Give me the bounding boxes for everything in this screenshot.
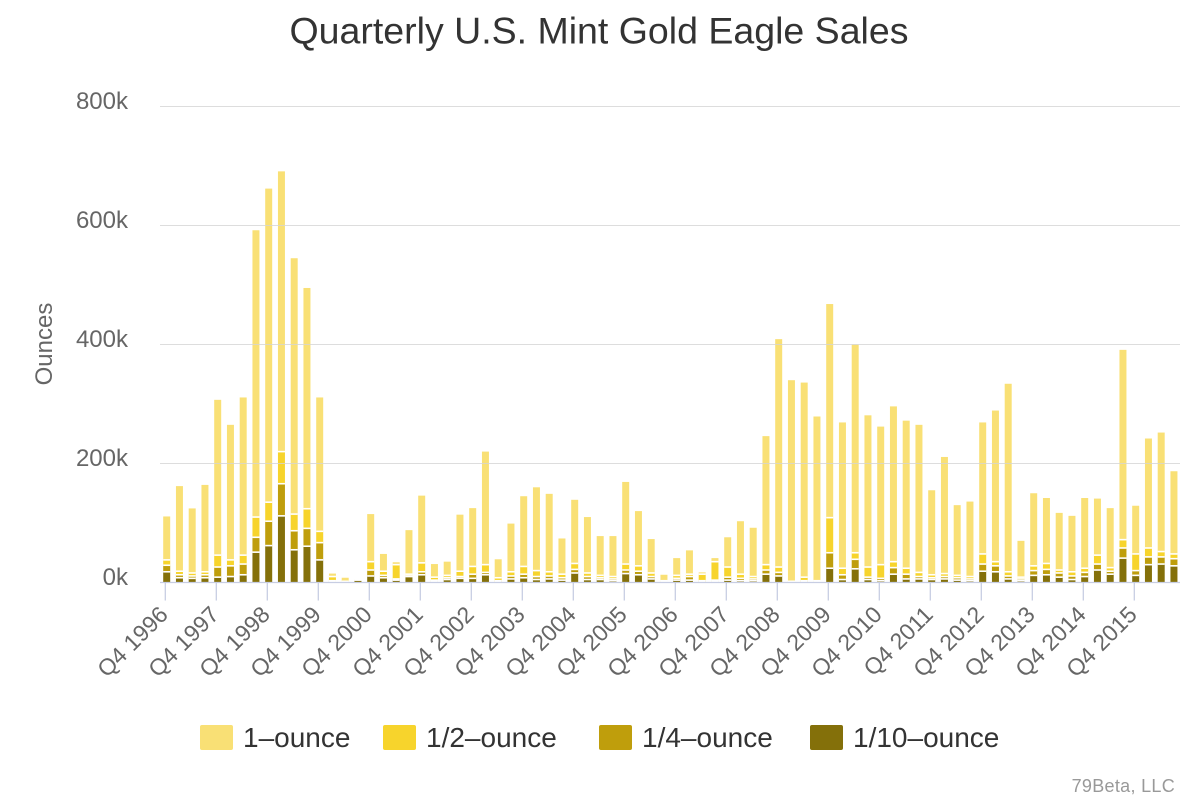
svg-text:200k: 200k (76, 445, 129, 472)
svg-text:Ounces: Ounces (31, 303, 58, 386)
svg-text:1/2–ounce: 1/2–ounce (426, 722, 557, 753)
svg-text:800k: 800k (76, 88, 129, 115)
svg-text:400k: 400k (76, 326, 129, 353)
svg-text:1/10–ounce: 1/10–ounce (853, 722, 999, 753)
svg-text:79Beta, LLC: 79Beta, LLC (1072, 776, 1175, 796)
svg-text:0k: 0k (103, 564, 129, 591)
svg-text:1/4–ounce: 1/4–ounce (642, 722, 773, 753)
svg-text:600k: 600k (76, 207, 129, 234)
svg-text:1–ounce: 1–ounce (243, 722, 350, 753)
svg-text:Quarterly U.S. Mint Gold Eagle: Quarterly U.S. Mint Gold Eagle Sales (289, 10, 908, 52)
